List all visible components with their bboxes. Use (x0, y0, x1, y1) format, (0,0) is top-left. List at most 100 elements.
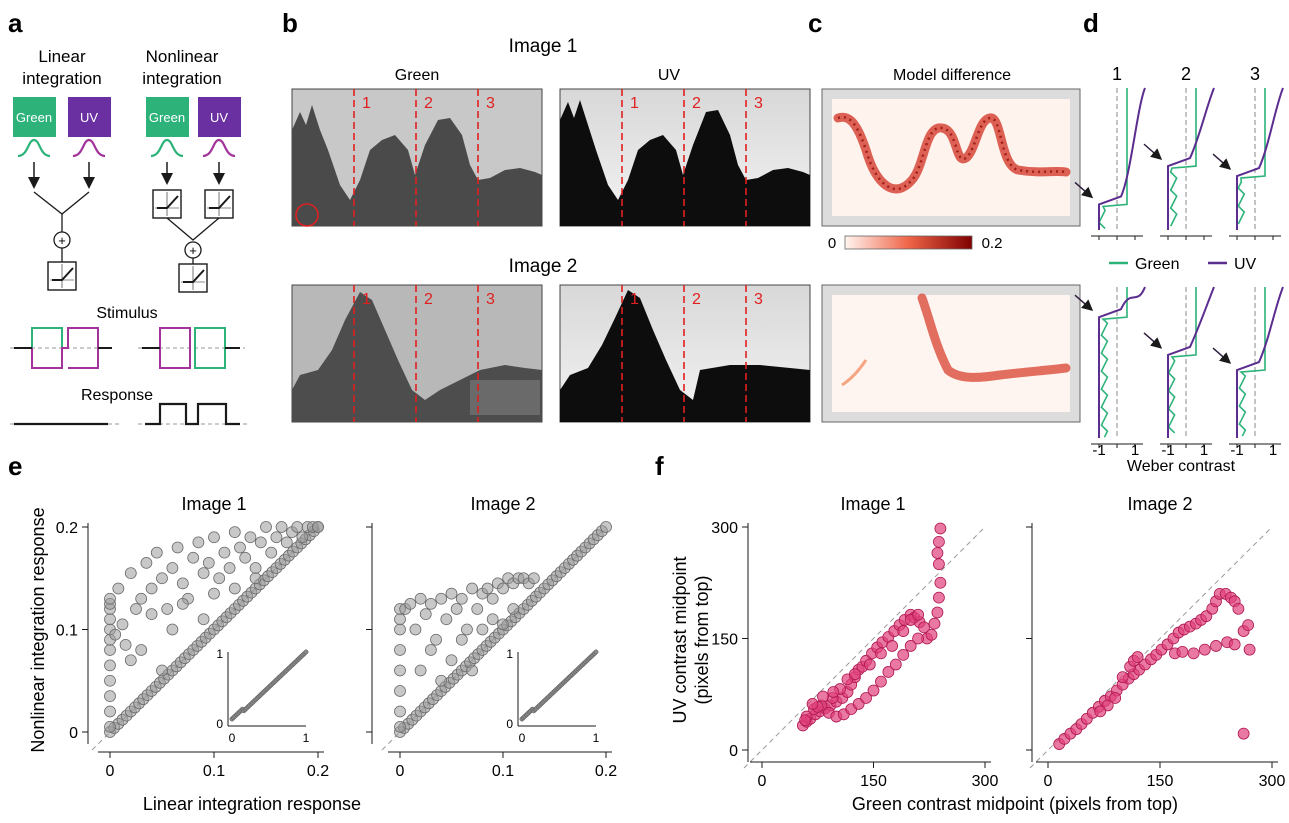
data-point (104, 613, 116, 626)
tick-label: -1 (1230, 442, 1243, 459)
data-point (875, 675, 887, 688)
data-point (497, 618, 509, 631)
data-point (208, 587, 220, 600)
data-point (827, 686, 840, 698)
data-point (394, 644, 406, 656)
data-point (528, 572, 540, 585)
x-tick-label: 150 (1147, 773, 1174, 790)
scatter-plot-f-1: Image 1 0 150 300 0 150 300 Green contrast midp… (670, 494, 1178, 814)
data-point (1237, 727, 1250, 740)
data-point (187, 551, 200, 564)
x-tick-label: 0.1 (492, 763, 514, 780)
data-point (135, 592, 148, 605)
data-point (1198, 643, 1211, 656)
linear-uv-box (68, 97, 111, 137)
data-point (933, 535, 945, 548)
green-contrast-trace (1238, 287, 1266, 437)
colorbar (844, 235, 973, 250)
uv-contrast-trace (1098, 286, 1146, 438)
data-point (112, 582, 125, 595)
data-point (104, 659, 116, 672)
transition-arrow-icon (1074, 181, 1094, 199)
line-label-1: 1 (630, 291, 639, 308)
line-label-3: 3 (754, 95, 763, 112)
uv-contrast-trace (1236, 286, 1284, 438)
data-point (1109, 692, 1122, 704)
data-point (135, 644, 148, 656)
green-contrast-trace (1098, 88, 1128, 230)
inset-tick-label: 1 (216, 647, 223, 661)
chart-title: Image 1 (181, 494, 246, 514)
data-point (466, 664, 479, 677)
svg-text:+: + (58, 233, 66, 248)
image1-uv-photo (559, 88, 811, 227)
nonlinear-green-filter-icon (150, 138, 184, 158)
nonlinear-uv-label: UV (210, 110, 228, 125)
chart-title: Image 1 (840, 494, 905, 514)
data-point (486, 592, 499, 605)
image2-title: Image 2 (509, 256, 578, 277)
colorbar-min-label: 0 (828, 235, 836, 252)
receptive-field-circle (295, 203, 319, 227)
data-point (1228, 638, 1241, 651)
data-point (218, 546, 231, 559)
data-point (886, 640, 898, 652)
inset-tick-label: 0 (519, 731, 526, 745)
data-point (1116, 671, 1129, 684)
uv-contrast-trace (1098, 87, 1146, 230)
data-point (486, 613, 499, 626)
uv-contrast-trace (1236, 87, 1284, 230)
nonlinear-response-trace (138, 402, 248, 426)
data-point (897, 648, 910, 661)
data-point (445, 587, 458, 600)
y-tick-label: 150 (711, 632, 738, 649)
linear-title-1: Linear (38, 47, 86, 66)
inset-tick-label: 1 (593, 731, 600, 745)
chart-title: Image 2 (1127, 494, 1192, 514)
data-point (1094, 705, 1107, 718)
data-point (445, 654, 458, 667)
scatter-plot-e-2: Image 2 0 0.1 0.2 0 1 0 1 (366, 494, 617, 780)
data-point (265, 546, 278, 559)
contrast-profile-traces (1074, 87, 1284, 448)
inset-tick-label: 1 (506, 647, 513, 661)
inset-tick-label: 0 (216, 717, 223, 731)
data-point (192, 536, 205, 549)
data-point (394, 705, 406, 718)
data-point (249, 562, 262, 574)
inset-plot: 0 1 0 1 (216, 647, 309, 745)
transition-arrow-icon (1143, 143, 1163, 160)
data-point (119, 638, 132, 651)
data-point (116, 618, 129, 631)
line-label-2: 2 (692, 291, 701, 308)
panel-label-c: c (808, 8, 822, 38)
data-point (161, 603, 174, 615)
x-tick-label: 300 (1259, 773, 1286, 790)
data-point (912, 632, 924, 645)
data-point (455, 633, 468, 646)
data-point (1210, 640, 1222, 652)
uv-title: UV (658, 67, 681, 84)
data-point (931, 547, 944, 559)
data-point (471, 603, 484, 615)
green-title: Green (395, 67, 439, 84)
panel-a-schematic: Linear integration Nonlinear integration… (10, 47, 248, 426)
data-point (109, 628, 122, 641)
nonlinear-uv-filter-icon (202, 138, 236, 158)
y-tick-label: 300 (711, 520, 738, 537)
data-point (145, 582, 158, 595)
data-point (414, 664, 427, 677)
transect-labels: 1 2 3 1 2 3 1 2 3 1 2 3 (362, 95, 763, 308)
data-point (435, 592, 448, 605)
data-point (124, 567, 137, 580)
linear-uv-label: UV (80, 110, 98, 125)
panel-c-model-difference: Model difference 0 0.2 (821, 67, 1081, 423)
data-point (213, 572, 226, 585)
nonlinear-title-2: integration (142, 69, 221, 88)
scatter-charts: Image 1 0 0.1 0.2 0 0.1 0.2 0 1 0 1 Linear integrat… (28, 494, 1285, 814)
uv-contrast-trace (1167, 87, 1215, 230)
data-point (430, 633, 442, 646)
data-point (466, 582, 479, 595)
linear-uv-filter-icon (72, 138, 106, 158)
x-tick-label: 0 (396, 763, 405, 780)
